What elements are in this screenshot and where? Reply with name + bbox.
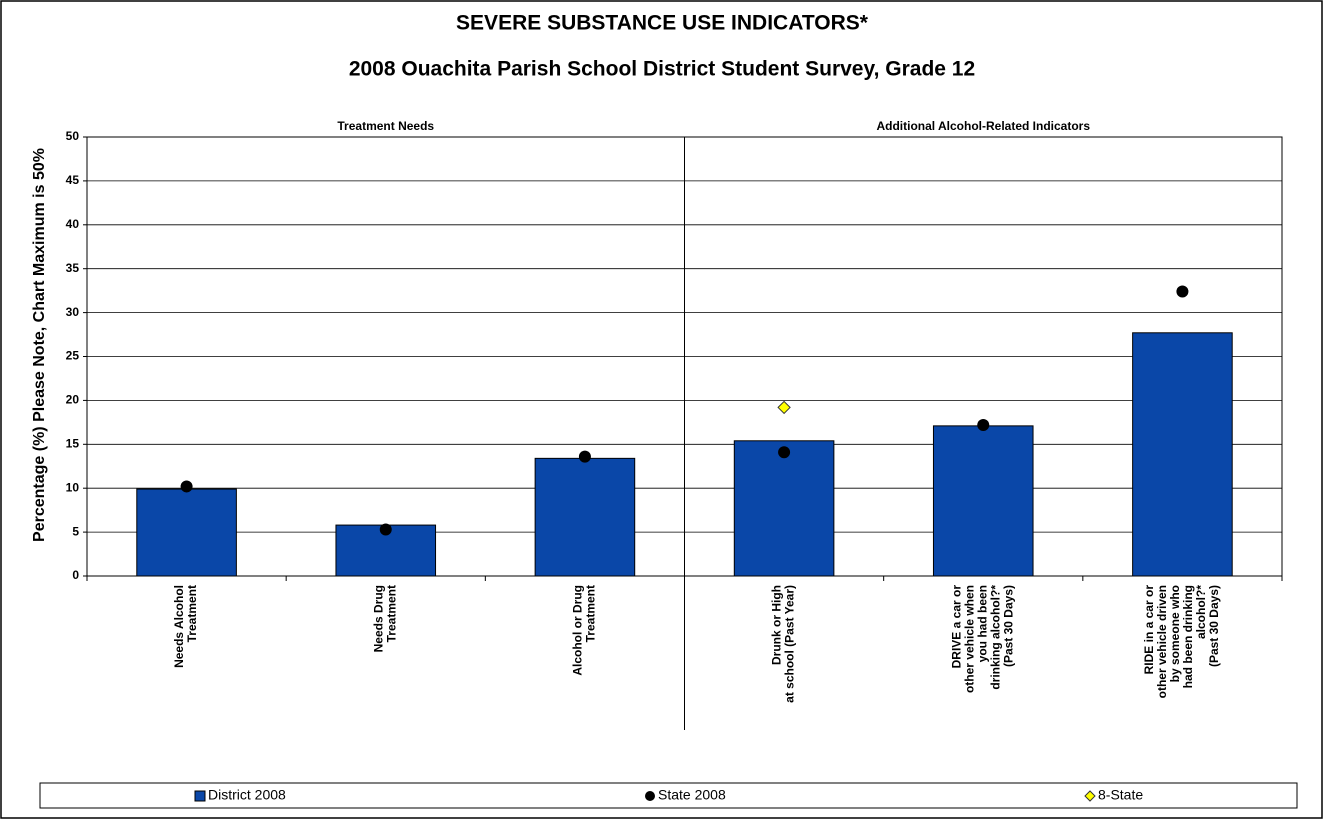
legend-swatch	[194, 790, 206, 802]
y-tick-label: 15	[66, 436, 80, 450]
y-tick-label: 45	[66, 173, 80, 187]
x-tick-label: Needs DrugTreatment	[371, 585, 398, 652]
group-label: Treatment Needs	[337, 119, 434, 133]
state-marker	[180, 480, 193, 493]
state-marker	[379, 523, 392, 536]
y-tick-label: 5	[72, 524, 79, 538]
x-tick-label: RIDE in a car orother vehicle drivenby s…	[1142, 585, 1221, 699]
legend-swatch	[1084, 790, 1096, 802]
state-marker	[977, 418, 990, 431]
state-marker	[778, 446, 791, 459]
x-tick-label: DRIVE a car orother vehicle whenyou had …	[949, 585, 1015, 693]
y-tick-label: 40	[66, 217, 80, 231]
legend-swatch	[645, 791, 655, 801]
y-tick-label: 10	[66, 480, 80, 494]
y-tick-label: 25	[66, 349, 80, 363]
y-axis-label: Percentage (%) Please Note, Chart Maximu…	[31, 148, 48, 542]
y-tick-label: 50	[66, 129, 80, 143]
bar	[1132, 332, 1233, 577]
bar	[136, 488, 237, 577]
y-tick-label: 20	[66, 393, 80, 407]
legend-label: District 2008	[208, 787, 286, 803]
state-marker	[1176, 285, 1189, 298]
bar	[932, 425, 1034, 577]
x-tick-label: Alcohol or DrugTreatment	[571, 585, 598, 676]
chart-subtitle: 2008 Ouachita Parish School District Stu…	[349, 58, 975, 81]
legend-label: 8-State	[1098, 787, 1143, 803]
y-tick-label: 35	[66, 261, 80, 275]
chart-title: SEVERE SUBSTANCE USE INDICATORS*	[456, 12, 869, 35]
group-label: Additional Alcohol-Related Indicators	[876, 119, 1090, 133]
y-tick-label: 30	[66, 305, 80, 319]
y-tick-label: 0	[72, 568, 79, 582]
state-marker	[578, 450, 591, 463]
bar	[534, 457, 636, 577]
x-tick-label: Drunk or Highat school (Past Year)	[770, 585, 797, 703]
eight-state-marker	[777, 400, 791, 415]
x-tick-label: Needs AlcoholTreatment	[172, 585, 199, 668]
legend-label: State 2008	[658, 787, 726, 803]
bar	[733, 440, 835, 577]
